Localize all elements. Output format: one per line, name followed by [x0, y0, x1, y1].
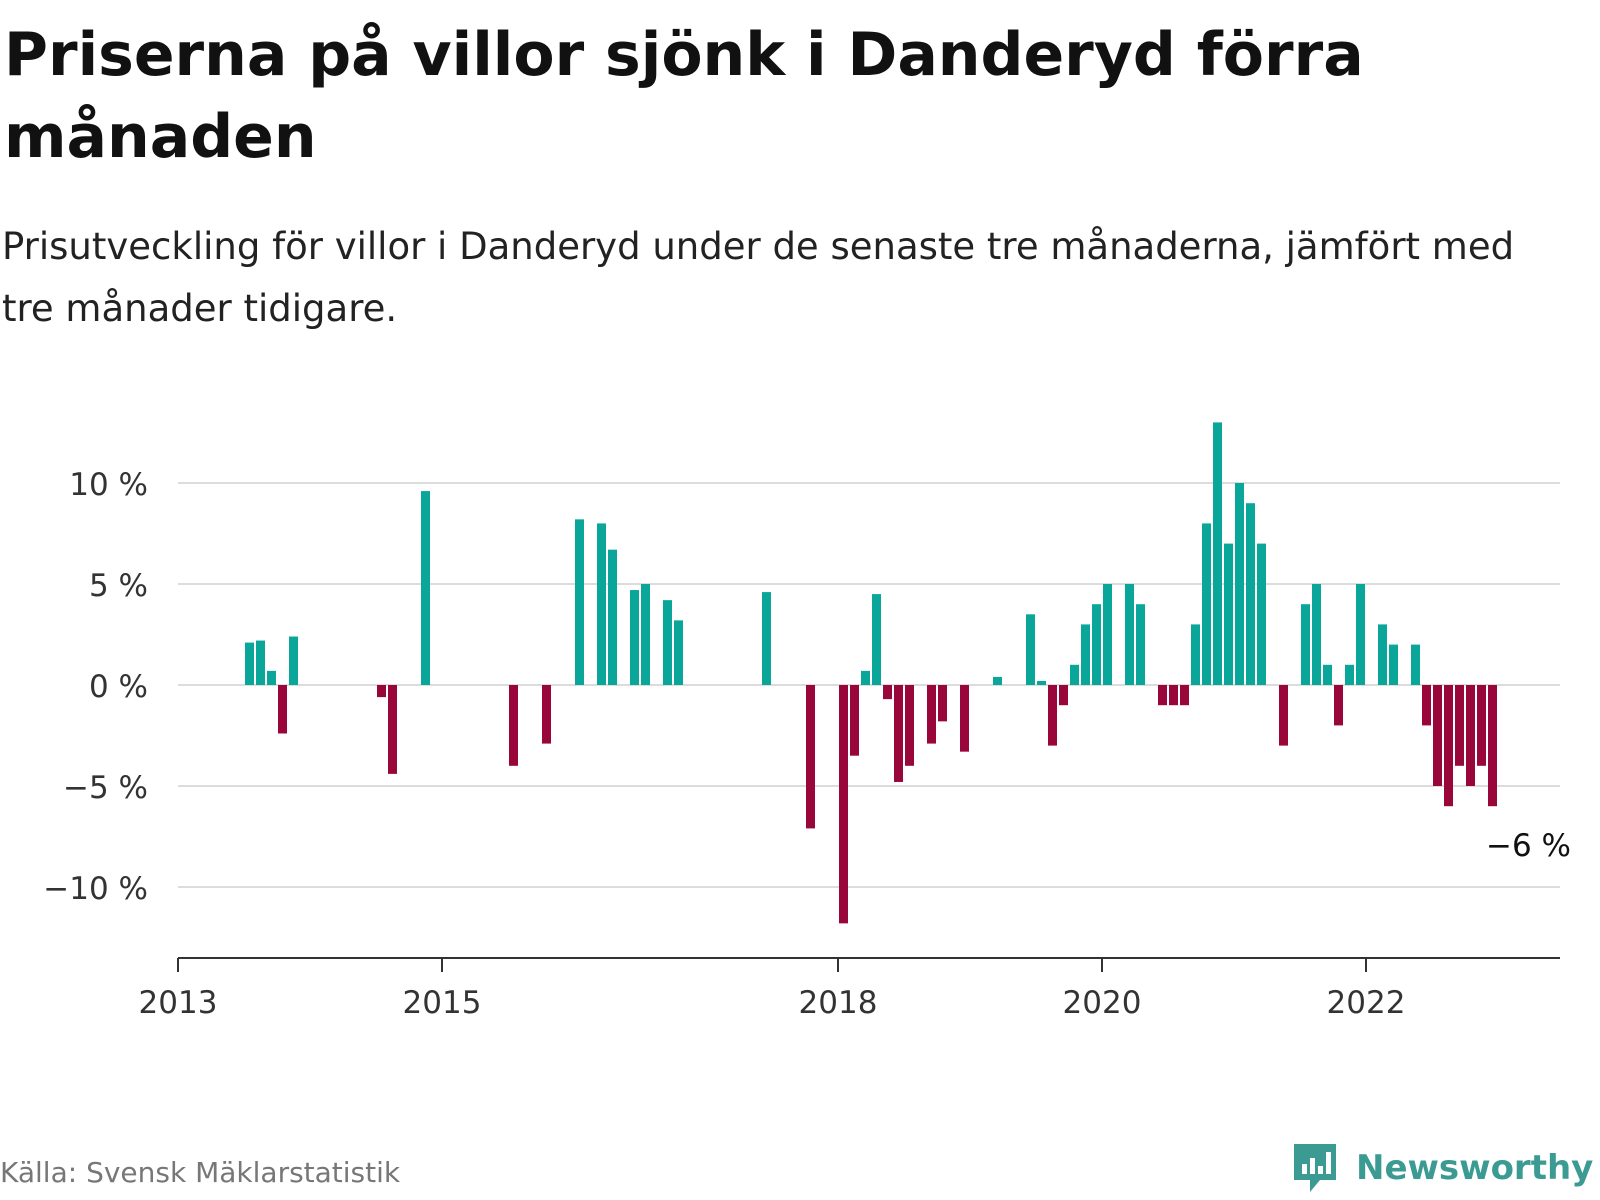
- bar: [1356, 584, 1365, 685]
- bar: [289, 636, 298, 685]
- bar: [993, 676, 1002, 685]
- bar: [1257, 543, 1266, 685]
- bar: [872, 594, 881, 685]
- bar: [1059, 685, 1068, 706]
- bar: [1070, 664, 1079, 685]
- bar: [1433, 685, 1442, 786]
- bar: [663, 600, 672, 685]
- bar: [1125, 584, 1134, 685]
- bar: [905, 685, 914, 766]
- bar: [245, 642, 254, 685]
- source-note: Källa: Svensk Mäklarstatistik: [0, 1156, 401, 1189]
- bar: [1323, 664, 1332, 685]
- bar: [1279, 685, 1288, 746]
- bar: [542, 685, 551, 744]
- chart-subtitle: Prisutveckling för villor i Danderyd und…: [2, 225, 1515, 330]
- bar: [1202, 523, 1211, 685]
- bar: [597, 523, 606, 685]
- bar: [1037, 680, 1046, 685]
- bar: [278, 685, 287, 734]
- newsworthy-logo-icon: [1294, 1144, 1336, 1192]
- bar: [421, 491, 430, 685]
- bar: [850, 685, 859, 756]
- bar: [256, 640, 265, 685]
- bar: [641, 584, 650, 685]
- x-tick-label: 2013: [139, 985, 218, 1021]
- bar: [1191, 624, 1200, 685]
- last-value-label: −6 %: [1486, 828, 1571, 864]
- brand-name: Newsworthy: [1356, 1148, 1594, 1188]
- bar: [1246, 503, 1255, 685]
- bar: [575, 519, 584, 685]
- bar: [883, 685, 892, 700]
- bar: [1312, 584, 1321, 685]
- bar: [1334, 685, 1343, 726]
- bar: [1092, 604, 1101, 685]
- x-tick-label: 2015: [403, 985, 482, 1021]
- bar: [1488, 685, 1497, 807]
- bar: [674, 620, 683, 685]
- y-tick-label: −5 %: [63, 770, 148, 806]
- bar: [1477, 685, 1486, 766]
- bar: [1103, 584, 1112, 685]
- bar: [1026, 614, 1035, 685]
- bar: [1048, 685, 1057, 746]
- bar: [377, 685, 386, 698]
- bar: [960, 685, 969, 752]
- bar: [267, 670, 276, 685]
- y-tick-label: 0 %: [89, 669, 148, 705]
- bar: [1301, 604, 1310, 685]
- bar: [1455, 685, 1464, 766]
- bars: [245, 422, 1497, 924]
- bar: [1466, 685, 1475, 786]
- bar: [1136, 604, 1145, 685]
- brand-logo[interactable]: Newsworthy: [1290, 1138, 1593, 1198]
- bar: [388, 685, 397, 774]
- bar: [1081, 624, 1090, 685]
- bar: [509, 685, 518, 766]
- x-tick-label: 2018: [799, 985, 878, 1021]
- bar: [1158, 685, 1167, 706]
- bar: [1224, 543, 1233, 685]
- bar: [938, 685, 947, 722]
- bar: [1422, 685, 1431, 726]
- y-tick-label: 5 %: [89, 568, 148, 604]
- x-axis: 2013 2015 2018 2020 2022: [139, 957, 1560, 1021]
- bar: [1180, 685, 1189, 706]
- bar: [861, 670, 870, 685]
- bar: [1378, 624, 1387, 685]
- bar: [1444, 685, 1453, 807]
- y-axis-labels: −10 % −5 % 0 % 5 % 10 %: [43, 467, 148, 907]
- bar: [1345, 664, 1354, 685]
- bar: [1213, 422, 1222, 685]
- bar: [1389, 644, 1398, 685]
- annotations: −6 %: [1486, 828, 1571, 864]
- bar: [806, 685, 815, 829]
- bar: [1169, 685, 1178, 706]
- bar: [839, 685, 848, 924]
- bar: [1411, 644, 1420, 685]
- bar-chart: −10 % −5 % 0 % 5 % 10 % 2013 2015 2018 2020 2022…: [43, 422, 1571, 1021]
- bar: [762, 592, 771, 685]
- bar: [1235, 483, 1244, 685]
- y-tick-label: −10 %: [43, 871, 148, 907]
- chart-title: Priserna på villor sjönk i Danderyd förr…: [4, 20, 1364, 172]
- y-tick-label: 10 %: [69, 467, 148, 503]
- bar: [894, 685, 903, 782]
- x-tick-label: 2022: [1327, 985, 1406, 1021]
- x-tick-label: 2020: [1063, 985, 1142, 1021]
- bar: [608, 549, 617, 685]
- bar: [927, 685, 936, 744]
- bar: [630, 590, 639, 685]
